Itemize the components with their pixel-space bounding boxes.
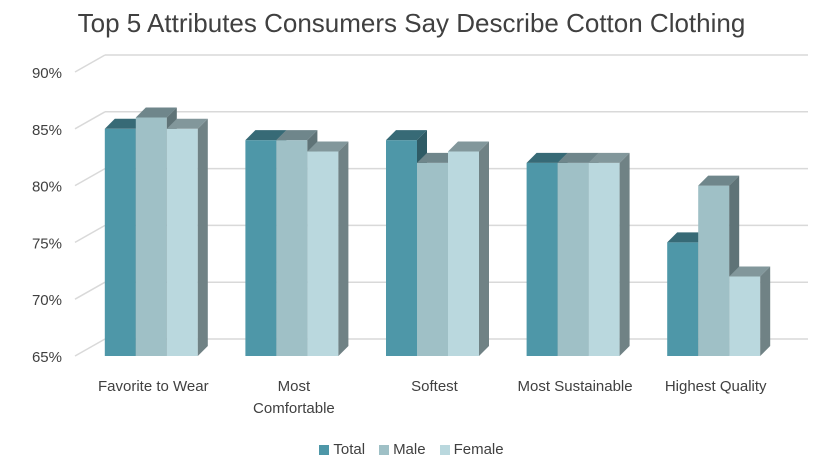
- bar: [588, 152, 630, 356]
- labels-layer: 65% 70% 75% 80% 85% 90% Favorite to Wear Most Co…: [32, 65, 767, 417]
- legend-label: Total: [333, 441, 366, 458]
- bar: [307, 141, 349, 356]
- legend-item: Total: [319, 441, 365, 458]
- bar-top: [386, 130, 427, 141]
- bar: [729, 266, 771, 356]
- gridline-depth: [74, 224, 106, 244]
- bars-layer: [104, 107, 771, 356]
- legend: Total Male Female: [0, 441, 823, 458]
- y-tick-label: 90%: [32, 65, 62, 82]
- bar-top: [307, 141, 349, 152]
- y-tick-label: 75%: [32, 235, 62, 252]
- bar-side: [479, 141, 489, 356]
- bar-front: [417, 162, 448, 356]
- x-tick-label: Favorite to Wear: [98, 378, 209, 395]
- bar-front: [448, 151, 479, 356]
- bar-front: [276, 140, 308, 356]
- legend-label: Female: [453, 441, 504, 458]
- gridline-depth: [74, 111, 106, 130]
- bar-top: [104, 118, 146, 129]
- bar-top: [135, 107, 177, 118]
- bar-top: [729, 266, 771, 277]
- y-tick-label: 70%: [32, 292, 62, 309]
- legend-item: Female: [439, 441, 504, 458]
- bar: [166, 118, 208, 356]
- gridline-depth: [74, 167, 106, 187]
- x-tick-label: Highest Quality: [665, 378, 767, 395]
- gridline-depth: [74, 54, 106, 73]
- bar-top: [698, 175, 740, 186]
- bar-side: [338, 141, 349, 356]
- bar-front: [307, 151, 339, 356]
- bar-top: [245, 130, 287, 141]
- y-tick-label: 65%: [32, 349, 62, 366]
- bar-front: [588, 162, 620, 356]
- legend-item: Male: [379, 441, 426, 458]
- bar: [698, 175, 740, 356]
- bar-front: [526, 162, 558, 356]
- x-tick-label: Softest: [411, 378, 459, 395]
- chart-title: Top 5 Attributes Consumers Say Describe …: [77, 8, 746, 38]
- bar-front: [166, 128, 198, 356]
- x-tick-label: Most Sustainable: [518, 378, 633, 395]
- bar-front: [667, 242, 699, 356]
- bar-top: [557, 152, 599, 163]
- bar-front: [557, 162, 589, 356]
- bar-front: [104, 128, 136, 356]
- x-tick-label: Most Comfortable: [253, 378, 335, 417]
- bar-top: [526, 152, 568, 163]
- bar-front: [245, 140, 277, 356]
- bar-front: [135, 117, 167, 356]
- y-tick-label: 85%: [32, 122, 62, 139]
- legend-label: Male: [393, 441, 426, 458]
- bar-front: [698, 185, 730, 356]
- bar-top: [588, 152, 630, 163]
- bar-top: [417, 152, 458, 163]
- bar-front: [729, 276, 761, 356]
- bar-top: [448, 141, 489, 152]
- y-tick-label: 80%: [32, 179, 62, 196]
- gridline-depth: [74, 281, 106, 300]
- gridline-depth: [74, 338, 106, 357]
- bar-top: [166, 118, 208, 129]
- bar-side: [760, 266, 771, 356]
- bar: [448, 141, 489, 356]
- bar-front: [386, 140, 417, 356]
- legend-swatch: [319, 444, 330, 455]
- legend-swatch: [439, 444, 450, 455]
- legend-swatch: [379, 444, 390, 455]
- bar-side: [197, 118, 208, 356]
- bar-side: [619, 152, 630, 356]
- bar-top: [667, 232, 709, 243]
- bar-top: [276, 130, 318, 141]
